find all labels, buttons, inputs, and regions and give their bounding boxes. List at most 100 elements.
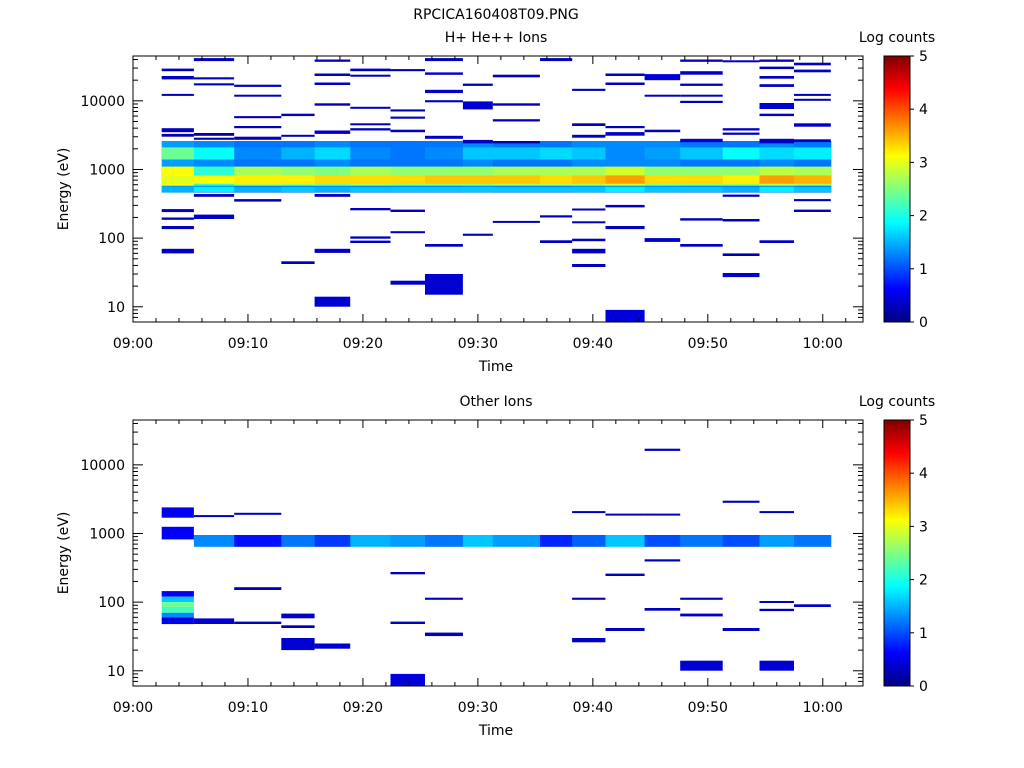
spectrogram-cell <box>314 82 351 85</box>
spectrogram-cell <box>193 194 235 197</box>
spectrogram-cell <box>722 175 760 184</box>
spectrogram-cell <box>281 175 316 184</box>
spectrogram-cell <box>572 208 606 211</box>
spectrogram-cell <box>390 673 425 686</box>
colorbar-scale <box>883 55 911 323</box>
spectrogram-cell <box>350 240 391 243</box>
spectrogram-cell <box>605 535 646 547</box>
spectrogram-cell <box>193 137 235 140</box>
spectrogram-cell <box>350 74 391 77</box>
spectrogram-cell <box>722 273 760 278</box>
colorbar-tick-label: 1 <box>919 626 928 642</box>
panel-1-frame <box>132 55 864 323</box>
spectrogram-cell <box>572 248 606 254</box>
spectrogram-cell <box>680 138 723 143</box>
spectrogram-cell <box>722 128 760 131</box>
spectrogram-cell <box>644 238 681 242</box>
spectrogram-cell <box>462 101 493 110</box>
x-tick-label: 09:10 <box>228 700 268 716</box>
spectrogram-cell <box>390 231 425 234</box>
spectrogram-cell <box>161 209 194 213</box>
spectrogram-cell <box>680 100 723 103</box>
spectrogram-cell <box>193 58 235 62</box>
spectrogram-cell <box>680 147 724 160</box>
spectrogram-cell <box>680 660 723 671</box>
spectrogram-cell <box>425 535 464 547</box>
y-tick-label: 10000 <box>80 94 125 110</box>
spectrogram-cell <box>161 68 194 72</box>
spectrogram-cell <box>680 186 724 192</box>
spectrogram-cell <box>759 147 795 160</box>
spectrogram-cell <box>759 138 794 144</box>
spectrogram-cell <box>161 175 195 184</box>
x-tick-label: 09:50 <box>688 700 728 716</box>
spectrogram-cell <box>193 618 235 624</box>
spectrogram-cell <box>572 264 606 267</box>
spectrogram-cell <box>314 194 351 197</box>
spectrogram-cell <box>350 128 391 131</box>
y-tick-label: 100 <box>98 231 125 247</box>
spectrogram-cell <box>425 147 464 160</box>
spectrogram-cell <box>390 175 426 184</box>
spectrogram-cell <box>722 60 760 63</box>
spectrogram-cell <box>193 535 235 547</box>
spectrogram-cell <box>644 186 681 192</box>
x-tick-label: 09:00 <box>113 700 153 716</box>
spectrogram-cell <box>680 71 723 75</box>
spectrogram-cell <box>540 535 573 547</box>
spectrogram-cell <box>193 186 235 192</box>
spectrogram-cell <box>314 248 351 253</box>
spectrogram-cell <box>492 535 541 547</box>
panel-1-y-axis: 10 100 1000 10000 <box>80 59 863 323</box>
spectrogram-cell <box>390 109 425 112</box>
spectrogram-cell <box>425 632 463 637</box>
spectrogram-cell <box>161 128 194 133</box>
colorbar-scale <box>883 419 911 687</box>
spectrogram-cell <box>794 186 832 192</box>
spectrogram-cell <box>161 596 194 603</box>
y-tick-label: 100 <box>98 595 125 611</box>
spectrogram-cell <box>425 100 463 103</box>
spectrogram-cell <box>492 103 540 106</box>
spectrogram-cell <box>350 186 391 192</box>
spectrogram-cell <box>572 535 606 547</box>
spectrogram-cell <box>314 103 351 106</box>
spectrogram-cell <box>572 123 606 126</box>
spectrogram-cell <box>605 573 645 576</box>
spectrogram-cell <box>605 186 646 192</box>
panel-h-he-ions: H+ He++ Ions 09:00 09:10 09:20 09:30 09:40 09… <box>56 30 935 375</box>
spectrogram-cell <box>281 147 316 160</box>
spectrogram-cell <box>759 240 794 243</box>
spectrogram-cell <box>680 535 724 547</box>
spectrogram-cell <box>794 199 831 202</box>
spectrogram-cell <box>680 175 724 184</box>
spectrogram-cell <box>314 130 351 134</box>
spectrogram-cell <box>540 58 573 62</box>
spectrogram-cell <box>281 186 316 192</box>
spectrogram-cell <box>234 116 282 119</box>
spectrogram-cell <box>425 72 463 75</box>
panel-2-title: Other Ions <box>459 394 532 410</box>
spectrogram-cell <box>794 69 831 73</box>
x-tick-label: 09:30 <box>458 700 498 716</box>
spectrogram-cell <box>572 175 606 184</box>
spectrogram-cell <box>680 94 723 97</box>
x-tick-label: 09:40 <box>573 336 613 352</box>
spectrogram-cell <box>350 175 391 184</box>
spectrogram-cell <box>605 73 645 76</box>
x-tick-label: 09:20 <box>343 700 383 716</box>
spectrogram-cell <box>350 106 391 109</box>
spectrogram-cell <box>605 204 645 208</box>
spectrogram-cell <box>193 214 235 219</box>
spectrogram-cell <box>234 147 282 160</box>
spectrogram-cell <box>281 625 315 628</box>
spectrogram-cell <box>314 59 351 62</box>
spectrogram-cell <box>644 559 681 562</box>
panel-2-colorbar-label: Log counts <box>859 394 935 410</box>
spectrogram-cell <box>572 238 606 242</box>
spectrogram-cell <box>572 638 606 643</box>
spectrogram-cell <box>350 208 391 211</box>
y-tick-label: 10000 <box>80 458 125 474</box>
spectrogram-cell <box>234 136 282 140</box>
